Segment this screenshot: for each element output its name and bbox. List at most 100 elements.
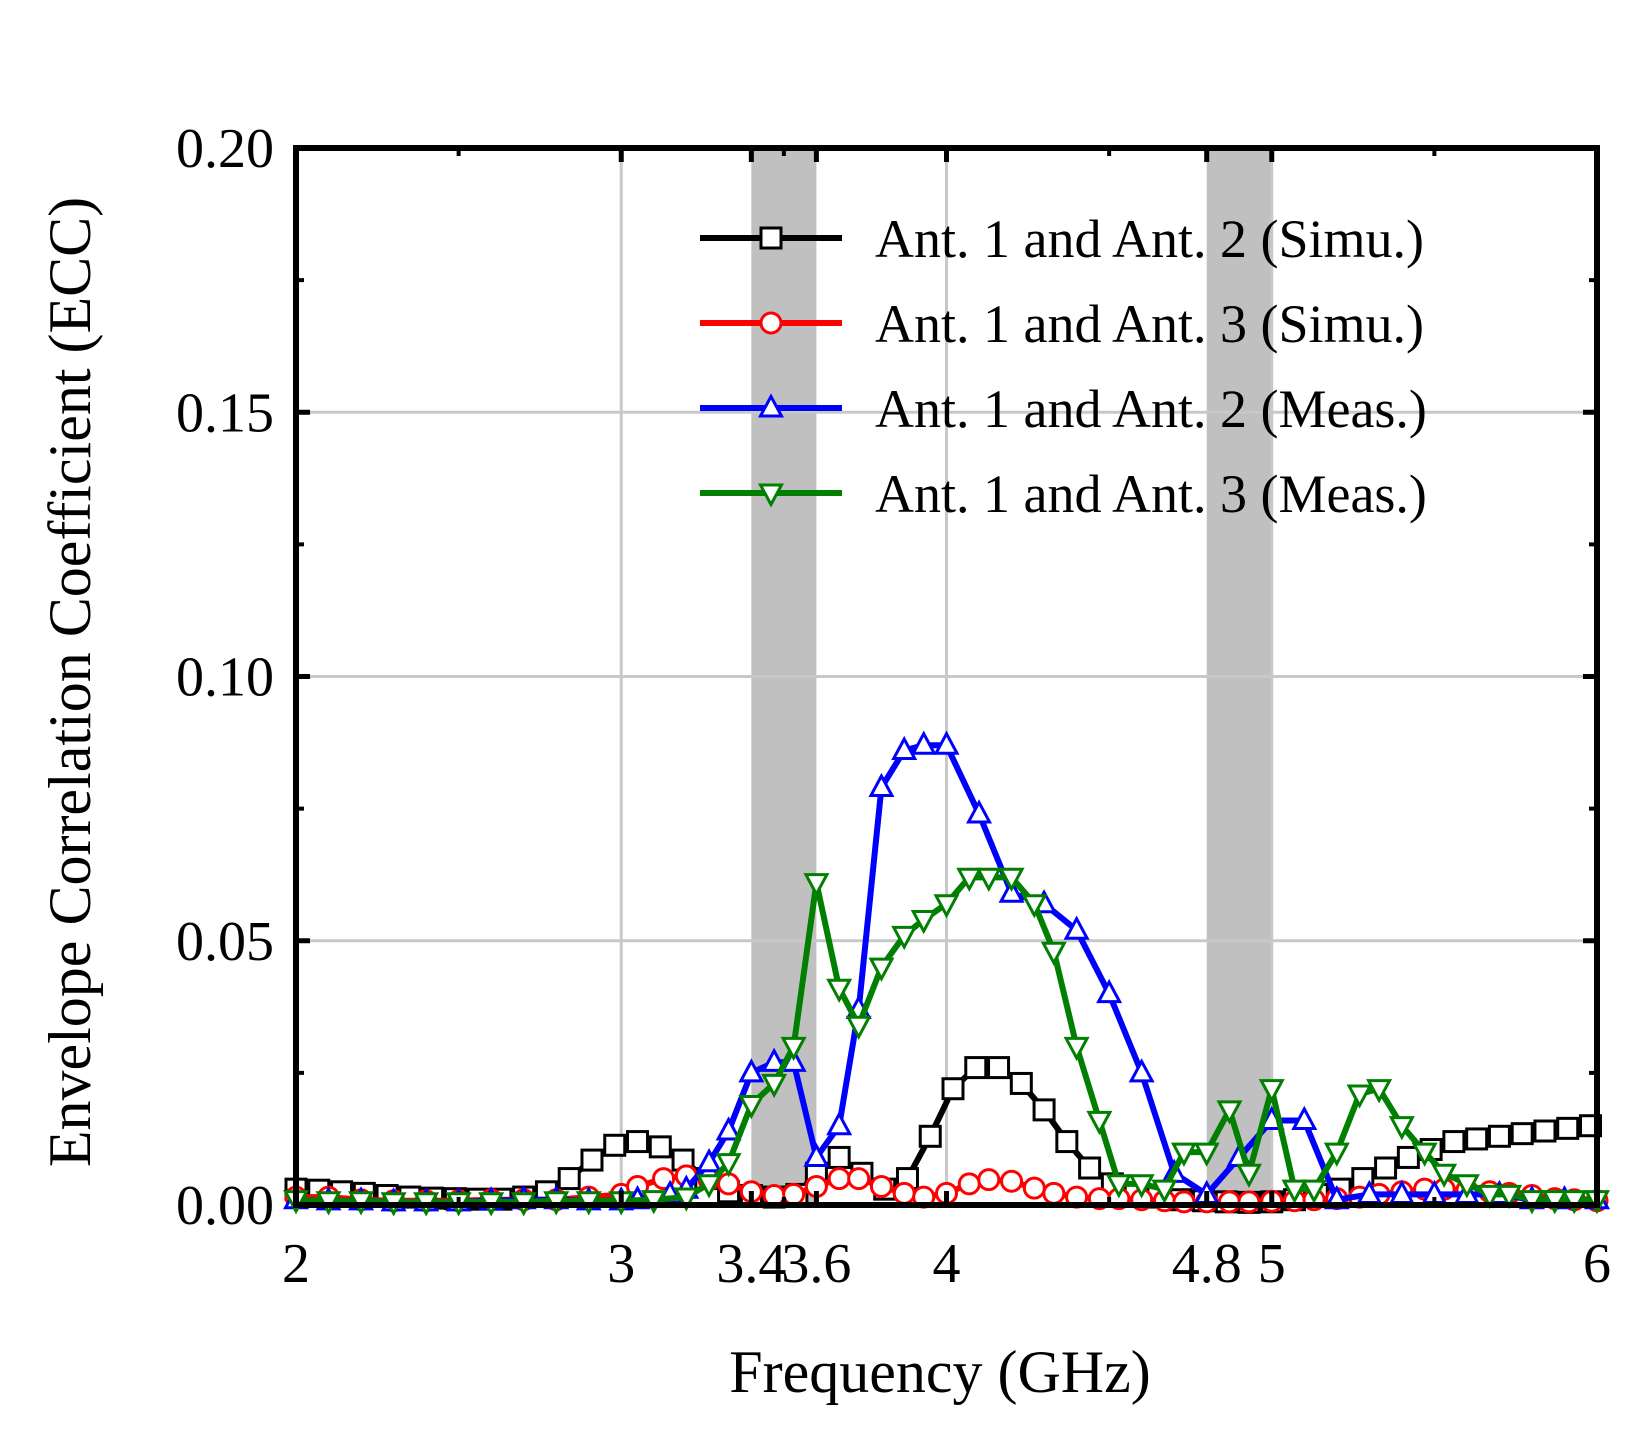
legend: Ant. 1 and Ant. 2 (Simu.) Ant. 1 and Ant.… bbox=[700, 209, 1427, 524]
triangle-down-marker bbox=[1411, 1142, 1438, 1167]
circle-marker bbox=[869, 1175, 893, 1199]
circle-marker bbox=[1217, 1190, 1241, 1214]
triangle-down-marker bbox=[845, 1015, 872, 1040]
square-marker bbox=[759, 226, 783, 250]
x-tick-label: 4.8 bbox=[1172, 1233, 1242, 1295]
triangle-down-marker bbox=[1476, 1184, 1503, 1210]
triangle-up-marker bbox=[803, 1142, 830, 1167]
triangle-down-marker bbox=[1216, 1100, 1243, 1125]
circle-marker bbox=[1022, 1176, 1046, 1200]
x-tick-label: 3.4 bbox=[716, 1233, 786, 1295]
triangle-down-marker bbox=[1561, 1190, 1588, 1215]
triangle-down-marker bbox=[1151, 1179, 1178, 1204]
legend-label: Ant. 1 and Ant. 3 (Meas.) bbox=[875, 464, 1427, 524]
triangle-up-marker bbox=[826, 1111, 853, 1136]
triangle-down-marker bbox=[998, 867, 1025, 893]
circle-marker bbox=[827, 1167, 851, 1191]
circle-marker bbox=[759, 311, 783, 335]
square-marker bbox=[1556, 1116, 1580, 1140]
triangle-up-marker bbox=[757, 393, 785, 418]
triangle-down-marker bbox=[1235, 1163, 1262, 1188]
triangle-down-marker bbox=[1193, 1142, 1220, 1167]
triangle-down-marker bbox=[803, 873, 830, 898]
square-marker bbox=[1374, 1156, 1398, 1180]
triangle-down-marker bbox=[1366, 1079, 1393, 1104]
triangle-down-marker bbox=[1323, 1142, 1350, 1167]
triangle-up-marker bbox=[910, 730, 937, 755]
circle-marker bbox=[1042, 1181, 1066, 1205]
triangle-down-marker bbox=[975, 867, 1002, 893]
y-tick-label: 0.15 bbox=[176, 382, 274, 444]
square-marker bbox=[987, 1056, 1011, 1080]
triangle-down-marker bbox=[696, 1174, 723, 1199]
square-marker bbox=[1009, 1071, 1033, 1095]
triangle-down-marker bbox=[1258, 1079, 1285, 1104]
triangle-down-marker bbox=[1518, 1190, 1545, 1215]
x-tick-label: 2 bbox=[282, 1233, 310, 1295]
square-marker bbox=[603, 1133, 627, 1157]
triangle-down-marker bbox=[910, 910, 937, 935]
triangle-down-marker bbox=[1170, 1142, 1197, 1167]
triangle-down-marker bbox=[1346, 1084, 1373, 1109]
triangle-down-marker bbox=[1040, 941, 1067, 966]
triangle-down-marker bbox=[640, 1190, 667, 1215]
legend-entry: Ant. 1 and Ant. 3 (Meas.) bbox=[700, 464, 1427, 524]
triangle-down-marker bbox=[715, 1153, 742, 1178]
x-tick-label: 5 bbox=[1258, 1233, 1286, 1295]
triangle-up-marker bbox=[891, 735, 918, 761]
triangle-down-marker bbox=[1063, 1036, 1090, 1062]
square-marker bbox=[1032, 1098, 1056, 1122]
triangle-down-marker bbox=[673, 1187, 700, 1212]
triangle-down-marker bbox=[1086, 1110, 1113, 1136]
square-marker bbox=[1533, 1119, 1557, 1143]
legend-entry: Ant. 1 and Ant. 2 (Meas.) bbox=[700, 379, 1427, 439]
circle-marker bbox=[847, 1167, 871, 1191]
triangle-up-marker bbox=[696, 1148, 723, 1173]
square-marker bbox=[1465, 1127, 1489, 1151]
square-marker bbox=[1487, 1124, 1511, 1148]
circle-marker bbox=[977, 1168, 1001, 1192]
triangle-up-marker bbox=[761, 1047, 788, 1072]
x-tick-label: 3 bbox=[607, 1233, 635, 1295]
axes: 2 3 3.43.6 4 4.8 5 6 0.00 0.05 0.10 0.15 0.20 bbox=[176, 118, 1611, 1295]
circle-marker bbox=[1237, 1190, 1261, 1214]
triangle-down-marker bbox=[1281, 1179, 1308, 1204]
triangle-down-marker bbox=[868, 957, 895, 982]
square-marker bbox=[1510, 1122, 1534, 1146]
square-marker bbox=[557, 1167, 581, 1191]
triangle-down-marker bbox=[1021, 894, 1048, 919]
legend-entry: Ant. 1 and Ant. 3 (Simu.) bbox=[700, 294, 1424, 354]
triangle-down-marker bbox=[1105, 1174, 1132, 1199]
square-marker bbox=[918, 1124, 942, 1148]
legend-label: Ant. 1 and Ant. 2 (Meas.) bbox=[875, 379, 1427, 439]
triangle-up-marker bbox=[738, 1058, 765, 1083]
square-marker bbox=[648, 1135, 672, 1159]
triangle-down-marker bbox=[738, 1095, 765, 1120]
triangle-up-marker bbox=[868, 772, 895, 798]
triangle-down-marker bbox=[761, 1073, 788, 1099]
square-marker bbox=[1442, 1130, 1466, 1154]
triangle-up-marker bbox=[1063, 915, 1090, 940]
x-tick-label: 4 bbox=[933, 1233, 961, 1295]
gridlines bbox=[296, 148, 1597, 1205]
triangle-down-marker bbox=[1496, 1184, 1523, 1210]
circle-marker bbox=[1000, 1169, 1024, 1193]
square-marker bbox=[1055, 1130, 1079, 1154]
legend-label: Ant. 1 and Ant. 2 (Simu.) bbox=[875, 209, 1424, 269]
square-marker bbox=[941, 1077, 965, 1101]
triangle-down-marker bbox=[933, 894, 960, 919]
triangle-up-marker bbox=[1096, 978, 1123, 1004]
x-tick-label: 3.6 bbox=[781, 1233, 851, 1295]
triangle-up-marker bbox=[1291, 1105, 1318, 1130]
circle-marker bbox=[892, 1181, 916, 1205]
triangle-down-marker bbox=[1301, 1179, 1328, 1204]
y-tick-label: 0.00 bbox=[176, 1175, 274, 1237]
triangle-up-marker bbox=[1128, 1058, 1155, 1083]
triangle-down-marker bbox=[891, 925, 918, 951]
x-tick-label: 6 bbox=[1583, 1233, 1611, 1295]
y-tick-label: 0.20 bbox=[176, 118, 274, 180]
square-marker bbox=[1396, 1145, 1420, 1169]
triangle-down-marker bbox=[1431, 1163, 1458, 1188]
